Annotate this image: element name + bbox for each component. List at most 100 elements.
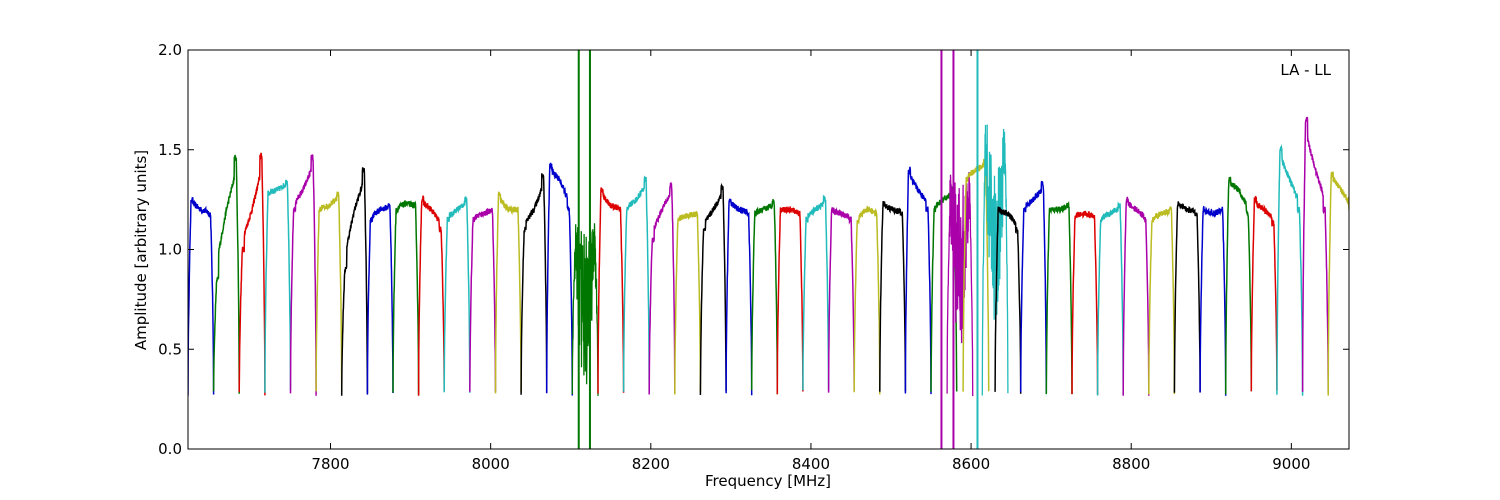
series-line	[904, 166, 932, 395]
series-line	[699, 182, 727, 396]
series-channel-14	[545, 162, 574, 396]
series-line	[1224, 176, 1253, 395]
series-line	[597, 187, 625, 394]
series-channel-0	[188, 197, 215, 396]
series-channel-16	[597, 187, 625, 394]
x-tick-label: 8200	[632, 455, 670, 473]
series-channel-26	[853, 205, 881, 395]
series-line	[1199, 205, 1227, 396]
series-channel-21	[725, 198, 753, 396]
series-line	[1096, 201, 1124, 396]
series-line	[315, 191, 343, 394]
y-axis-label: Amplitude [arbitrary units]	[132, 150, 150, 350]
series-line	[853, 205, 881, 395]
series-channel-1	[212, 154, 240, 394]
series-line	[443, 196, 471, 393]
series-line	[1071, 210, 1099, 395]
series-line	[1122, 196, 1150, 396]
series-line	[981, 124, 1009, 396]
series-channel-41	[1199, 205, 1227, 396]
series-line	[827, 206, 855, 393]
series-channel-37	[1096, 201, 1124, 396]
series-channel-20	[699, 182, 727, 396]
y-tick-label: 2.0	[158, 41, 182, 59]
series-line	[188, 197, 215, 396]
series-channel-12	[494, 191, 522, 394]
series-channel-11	[469, 207, 497, 393]
x-axis: 7800 8000 8200 8400 8600 8800 9000	[311, 50, 1310, 473]
y-tick-label: 1.0	[158, 241, 182, 259]
y-tick-label: 0.5	[158, 340, 182, 358]
x-tick-label: 8600	[952, 455, 990, 473]
series-line	[648, 181, 676, 395]
x-tick-label: 7800	[311, 455, 349, 473]
series-channel-15	[571, 50, 599, 449]
series-line	[417, 194, 445, 396]
series-line	[802, 194, 830, 391]
series-line	[340, 167, 369, 396]
series-channel-27	[879, 200, 907, 392]
series-line	[1276, 144, 1304, 396]
series-line	[366, 203, 394, 395]
series-line	[264, 179, 292, 393]
baseline-annotation: LA - LL	[1280, 61, 1331, 79]
series-line	[879, 200, 907, 392]
series-line	[1045, 201, 1073, 395]
series-channel-33	[994, 206, 1022, 394]
series-line	[520, 173, 548, 395]
x-tick-label: 8400	[792, 455, 830, 473]
series-channel-36	[1071, 210, 1099, 395]
series-line	[1327, 171, 1349, 396]
series-line	[725, 198, 753, 396]
series-channel-22	[750, 199, 779, 395]
x-axis-label: Frequency [MHz]	[705, 472, 831, 490]
series-line	[494, 191, 522, 394]
series-line	[289, 154, 317, 396]
y-tick-label: 0.0	[158, 440, 182, 458]
series-line	[392, 199, 420, 395]
series-channel-44	[1276, 144, 1304, 396]
series-layer	[188, 50, 1349, 449]
series-channel-24	[802, 194, 830, 391]
series-line	[994, 206, 1022, 394]
series-line	[1301, 116, 1329, 393]
series-channel-17	[622, 175, 650, 394]
series-channel-30	[940, 50, 974, 449]
x-tick-label: 8000	[472, 455, 510, 473]
series-channel-9	[417, 194, 445, 396]
series-channel-23	[776, 206, 804, 395]
series-line	[571, 223, 599, 396]
series-line	[946, 171, 974, 397]
series-channel-8	[392, 199, 420, 395]
series-line	[622, 175, 650, 394]
series-channel-19	[674, 210, 702, 395]
series-channel-34	[1019, 180, 1048, 394]
series-line	[1019, 180, 1048, 394]
series-line	[545, 162, 574, 396]
series-channel-42	[1224, 176, 1253, 395]
series-line	[1148, 205, 1176, 395]
series-channel-45	[1301, 116, 1329, 393]
y-tick-label: 1.5	[158, 141, 182, 159]
series-channel-5	[315, 191, 343, 394]
series-channel-13	[520, 173, 548, 395]
series-channel-2	[238, 152, 266, 396]
series-line	[674, 210, 702, 395]
x-tick-label: 8800	[1112, 455, 1150, 473]
series-line	[469, 207, 497, 393]
series-channel-46	[1327, 171, 1349, 396]
series-channel-38	[1122, 196, 1150, 396]
series-channel-28	[904, 166, 932, 395]
series-line	[1250, 195, 1278, 392]
series-channel-32	[976, 50, 1009, 449]
series-channel-7	[366, 203, 394, 395]
series-channel-6	[340, 167, 369, 396]
series-channel-4	[289, 154, 317, 396]
series-channel-10	[443, 196, 471, 393]
y-axis: 0.0 0.5 1.0 1.5 2.0	[158, 41, 1349, 458]
series-channel-39	[1148, 205, 1176, 395]
series-line	[238, 152, 266, 396]
series-channel-40	[1173, 201, 1201, 393]
series-channel-3	[264, 179, 292, 393]
